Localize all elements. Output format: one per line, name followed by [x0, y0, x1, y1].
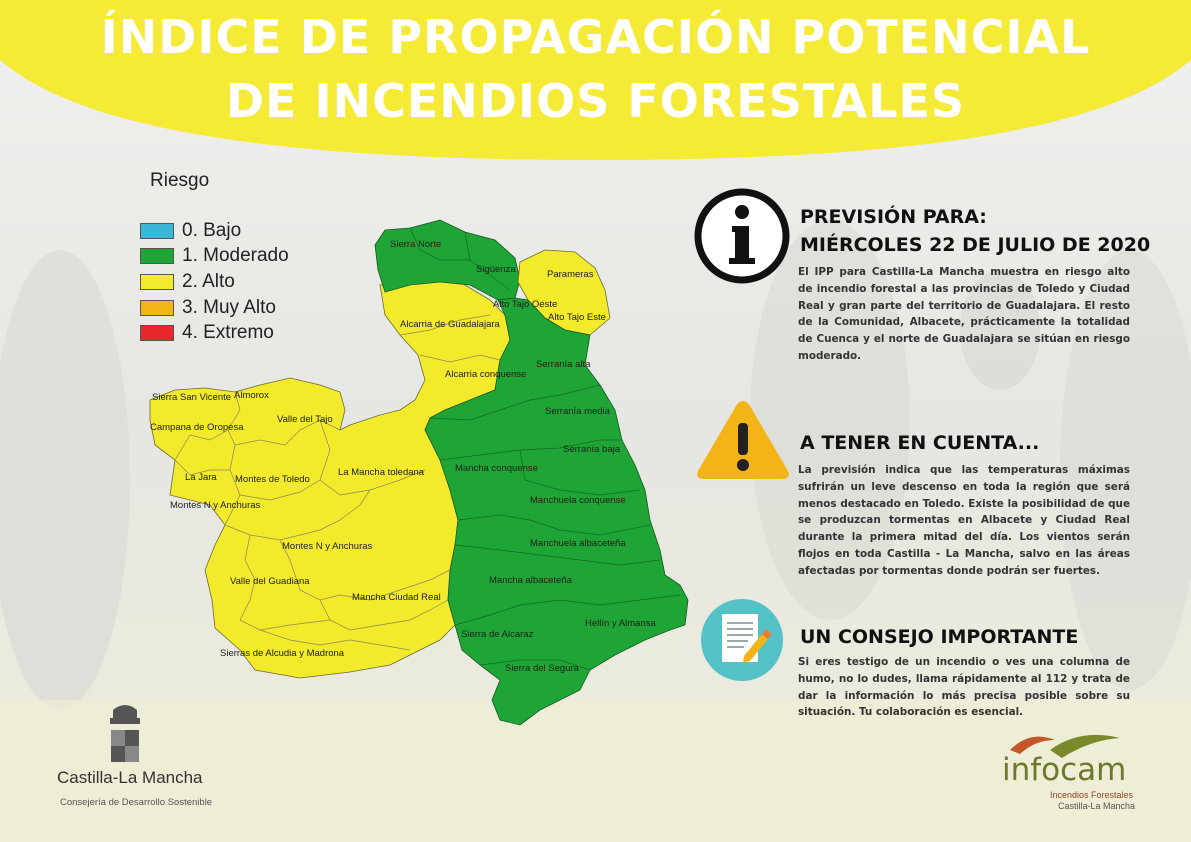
- region-label: Sierra San Vicente: [152, 392, 231, 403]
- legend-label: 2. Alto: [182, 271, 235, 292]
- page-title-line-2: DE INCENDIOS FORESTALES: [225, 74, 966, 128]
- risk-map: Sierra Norte Sigüenza Parameras Alto Taj…: [149, 219, 689, 726]
- region-label: Sierra del Segura: [505, 663, 580, 674]
- region-label: Sierra Norte: [390, 239, 441, 250]
- region-label: Sierras de Alcudia y Madrona: [220, 648, 345, 659]
- region-label: Mancha conquense: [455, 463, 538, 474]
- region-label: La Mancha toledana: [338, 467, 425, 478]
- region-label: Alto Tajo Este: [548, 312, 606, 323]
- legend-swatch: [140, 325, 174, 341]
- region-label: La Jara: [185, 472, 217, 483]
- region-label: Alto Tajo Oeste: [493, 299, 557, 310]
- forecast-title-line-2: MIÉRCOLES 22 DE JULIO DE 2020: [800, 234, 1151, 256]
- header-band: [0, 0, 1191, 160]
- legend-label: 4. Extremo: [182, 322, 274, 343]
- legend-label: 3. Muy Alto: [182, 297, 276, 318]
- legend-swatch: [140, 274, 174, 290]
- region-label: Hellín y Almansa: [585, 618, 656, 629]
- infocam-logo-icon: [1010, 734, 1120, 758]
- document-pencil-icon: [701, 599, 783, 681]
- forecast-body: El IPP para Castilla-La Mancha muestra e…: [798, 266, 1130, 362]
- region-label: Campana de Oropesa: [150, 422, 244, 433]
- map-area-green-east: [424, 297, 689, 726]
- region-label: Montes de Toledo: [235, 474, 310, 485]
- region-label: Alcarria de Guadalajara: [400, 319, 501, 330]
- infocam-subtitle: Incendios Forestales: [1050, 790, 1134, 800]
- region-label: Parameras: [547, 269, 594, 280]
- region-label: Valle del Tajo: [277, 414, 333, 425]
- warning-icon: [697, 401, 789, 479]
- legend-swatch: [140, 248, 174, 264]
- region-label: Mancha albaceteña: [489, 575, 573, 586]
- consejeria-name: Consejería de Desarrollo Sostenible: [60, 797, 213, 808]
- region-label: Montes N y Anchuras: [282, 541, 373, 552]
- region-label: Valle del Guadiana: [230, 576, 310, 587]
- map-boundaries-green: [409, 227, 681, 671]
- castilla-la-mancha-logo-icon: [110, 705, 140, 762]
- info-icon: [694, 188, 790, 284]
- infocam-name: infocam: [1002, 752, 1127, 788]
- region-label: Sigüenza: [476, 264, 516, 275]
- region-label: Mancha Ciudad Real: [352, 592, 441, 603]
- forecast-title-line-1: PREVISIÓN PARA:: [800, 206, 987, 228]
- notice-title: A TENER EN CUENTA...: [800, 432, 1040, 454]
- region-label: Serranía media: [545, 406, 611, 417]
- infocam-region: Castilla-La Mancha: [1058, 801, 1136, 811]
- legend-swatch: [140, 300, 174, 316]
- region-label: Manchuela conquense: [530, 495, 626, 506]
- advice-title: UN CONSEJO IMPORTANTE: [800, 626, 1079, 648]
- notice-body: La previsión indica que las temperaturas…: [798, 464, 1130, 577]
- legend-label: 0. Bajo: [182, 220, 242, 241]
- region-label: Almorox: [234, 390, 269, 401]
- region-label: Serranía alta: [536, 359, 591, 370]
- map-boundaries: [174, 314, 501, 651]
- legend-title: Riesgo: [150, 170, 210, 191]
- page-title-line-1: ÍNDICE DE PROPAGACIÓN POTENCIAL: [100, 10, 1091, 64]
- legend-swatch: [140, 223, 174, 239]
- advice-body: Si eres testigo de un incendio o ves una…: [798, 656, 1130, 719]
- legend-label: 1. Moderado: [182, 245, 289, 266]
- region-label: Montes N y Anchuras: [170, 500, 261, 511]
- castilla-la-mancha-name: Castilla-La Mancha: [57, 768, 203, 787]
- region-label: Serranía baja: [563, 444, 621, 455]
- region-label: Manchuela albaceteña: [530, 538, 626, 549]
- region-label: Sierra de Alcaraz: [461, 629, 534, 640]
- region-label: Alcarria conquense: [445, 369, 526, 380]
